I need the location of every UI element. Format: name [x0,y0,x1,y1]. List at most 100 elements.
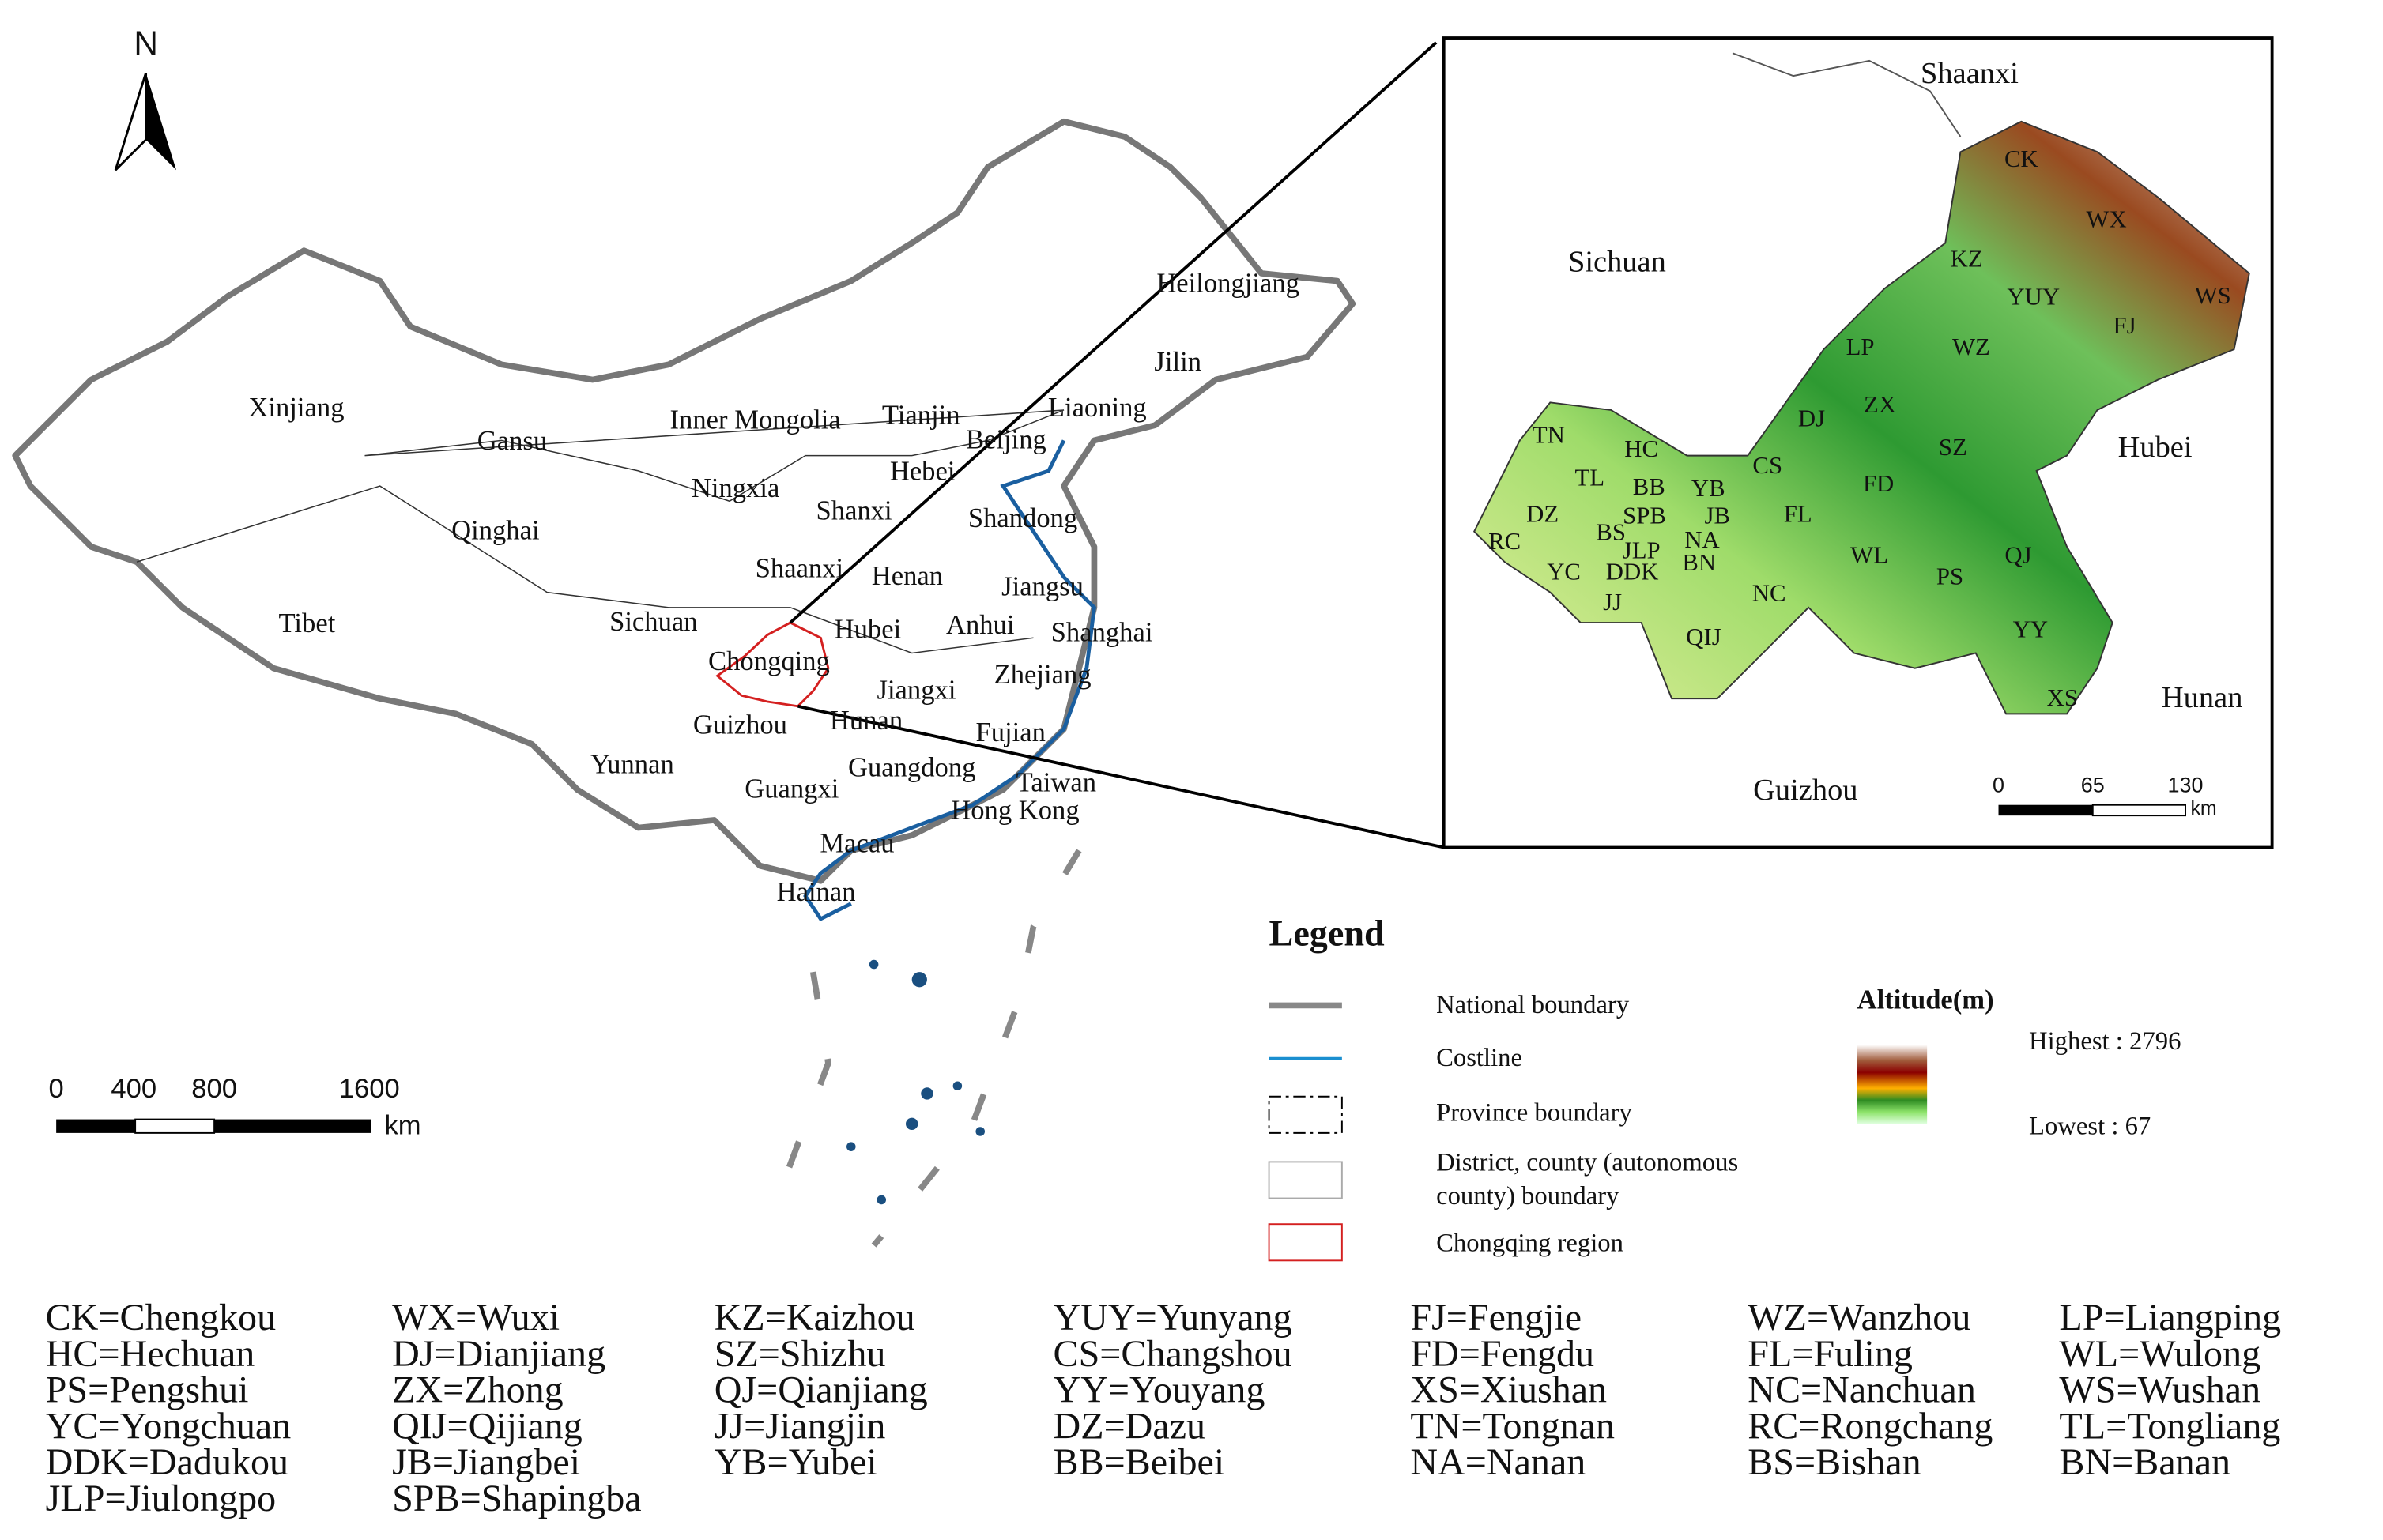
province-label: Ningxia [692,473,779,503]
abbreviation-entry: WX=Wuxi [392,1297,560,1339]
neighbor-label: Hubei [2118,431,2193,464]
province-label: Macau [820,829,894,859]
district-label: LP [1846,333,1875,360]
north-label: N [134,24,158,62]
abbreviation-entry: YY=Youyang [1054,1369,1265,1411]
district-label: FJ [2113,312,2136,339]
national-boundary [12,118,1356,884]
neighbor-label: Shaanxi [1921,57,2019,90]
district-label: YB [1691,475,1725,502]
province-label: Liaoning [1048,393,1147,423]
abbreviation-entry: SZ=Shizhu [715,1333,886,1375]
legend-symbol [1268,1223,1343,1262]
district-label: ZX [1864,391,1896,418]
abbreviation-entry: BN=Banan [2059,1441,2230,1483]
district-label: BS [1596,519,1626,546]
district-label: BN [1682,549,1716,576]
district-label: RC [1488,528,1521,555]
abbreviation-entry: KZ=Kaizhou [715,1297,915,1339]
abbreviation-entry: DJ=Dianjiang [392,1333,605,1375]
district-label: JB [1705,502,1730,529]
scale-label: 1600 [339,1074,400,1104]
province-boundaries [136,485,1034,654]
province-label: Hainan [777,877,856,907]
scale-unit: km [384,1110,420,1140]
scale-label: 0 [49,1074,64,1104]
abbreviation-entry: ZX=Zhong [392,1369,564,1411]
sea-boundary [779,849,1082,1248]
district-label: TL [1574,464,1604,491]
province-label: Taiwan [1016,768,1096,798]
scale-bar [56,1119,136,1133]
abbreviation-entry: FL=Fuling [1748,1333,1913,1375]
altitude-high: Highest : 2796 [2029,1027,2181,1056]
abbreviation-entry: JLP=Jiulongpo [46,1478,276,1519]
abbreviation-entry: WZ=Wanzhou [1748,1297,1970,1339]
abbreviation-entry: CK=Chengkou [46,1297,276,1339]
north-arrow [145,73,177,171]
province-label: Jiangxi [877,675,956,705]
province-label: Jilin [1154,347,1201,377]
province-label: Guangxi [745,774,839,804]
district-label: DDK [1606,559,1659,586]
district-label: DJ [1798,405,1825,431]
district-label: CK [2004,145,2038,172]
legend-label: District, county (autonomous [1436,1149,1738,1177]
district-label: NA [1684,526,1719,553]
district-label: FD [1863,470,1894,497]
legend-label: Costline [1436,1044,1522,1072]
neighbor-label: Sichuan [1568,245,1666,278]
abbreviation-entry: PS=Pengshui [46,1369,249,1411]
abbreviation-entry: BB=Beibei [1054,1441,1225,1483]
district-label: WZ [1952,333,1990,360]
north-arrow [114,72,148,171]
district-label: JLP [1623,537,1661,564]
district-label: QJ [2004,541,2031,568]
legend-label: National boundary [1436,991,1630,1019]
province-label: Sichuan [609,607,697,637]
district-label: NC [1752,580,1786,607]
province-label: Shanxi [816,496,892,526]
province-label: Shandong [968,503,1077,533]
province-label: Fujian [975,717,1045,747]
altitude-title: Altitude(m) [1857,985,1994,1015]
altitude-ramp [1857,1045,1928,1124]
province-label: Anhui [946,610,1015,640]
district-label: YC [1547,559,1581,586]
province-label: Jiangsu [1001,572,1084,602]
abbreviation-entry: NA=Nanan [1410,1441,1586,1483]
south-sea-islands [846,959,985,1205]
abbreviation-entry: JJ=Jiangjin [715,1405,886,1447]
district-label: PS [1936,563,1963,589]
province-label: Xinjiang [248,393,344,423]
district-label: WS [2195,282,2231,309]
abbreviation-entry: YUY=Yunyang [1054,1297,1292,1339]
province-label: Gansu [477,426,547,456]
legend-symbol [1268,1095,1343,1134]
province-label: Guangdong [848,752,975,782]
province-label: Qinghai [451,516,539,546]
province-label: Hubei [835,615,902,645]
district-label: KZ [1951,246,1983,273]
district-label: BB [1633,473,1665,500]
scale-unit: km [2190,797,2216,819]
abbreviation-entry: HC=Hechuan [46,1333,255,1375]
district-label: WL [1850,541,1888,568]
abbreviation-entry: JB=Jiangbei [392,1441,580,1483]
abbreviation-entry: FJ=Fengjie [1410,1297,1582,1339]
district-label: YY [2013,616,2048,643]
zoom-line [797,704,1445,849]
scale-bar [1998,804,2093,816]
abbreviation-entry: RC=Rongchang [1748,1405,1993,1447]
abbreviation-entry: XS=Xiushan [1410,1369,1607,1411]
district-label: CS [1752,452,1782,479]
abbreviation-entry: TN=Tongnan [1410,1405,1615,1447]
province-label: Hebei [890,457,956,487]
province-label: Guizhou [693,710,787,740]
district-label: QIJ [1686,623,1721,650]
province-label: Henan [872,561,943,591]
abbreviation-entry: WS=Wushan [2059,1369,2260,1411]
abbreviation-entry: WL=Wulong [2059,1333,2260,1375]
